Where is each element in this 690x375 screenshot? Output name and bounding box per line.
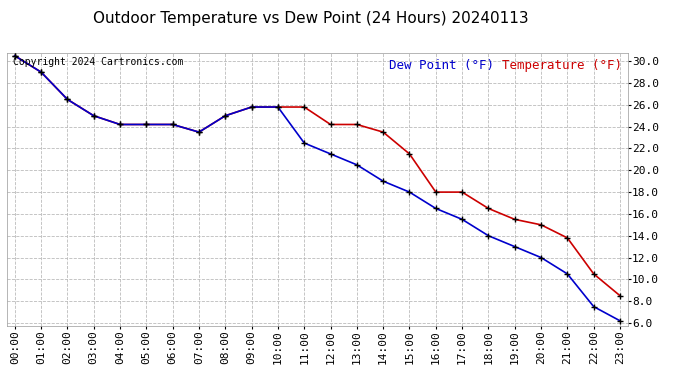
Dew Point (°F) (248, 105, 256, 109)
Temperature (°F) (458, 190, 466, 194)
Temperature (°F) (379, 130, 387, 134)
Temperature (°F) (563, 236, 571, 240)
Dew Point (°F) (10, 54, 19, 58)
Temperature (°F) (589, 272, 598, 276)
Dew Point (°F) (195, 130, 203, 134)
Dew Point (°F) (221, 114, 230, 118)
Temperature (°F) (300, 105, 308, 109)
Temperature (°F) (221, 114, 230, 118)
Dew Point (°F) (484, 234, 493, 238)
Legend: Dew Point (°F), Temperature (°F): Dew Point (°F), Temperature (°F) (386, 59, 622, 72)
Line: Temperature (°F): Temperature (°F) (11, 52, 624, 299)
Temperature (°F) (168, 122, 177, 127)
Temperature (°F) (116, 122, 124, 127)
Dew Point (°F) (511, 244, 519, 249)
Dew Point (°F) (274, 105, 282, 109)
Dew Point (°F) (589, 304, 598, 309)
Dew Point (°F) (142, 122, 150, 127)
Dew Point (°F) (168, 122, 177, 127)
Dew Point (°F) (300, 141, 308, 145)
Dew Point (°F) (563, 272, 571, 276)
Dew Point (°F) (63, 97, 72, 102)
Temperature (°F) (537, 223, 545, 227)
Dew Point (°F) (116, 122, 124, 127)
Temperature (°F) (37, 70, 46, 74)
Temperature (°F) (63, 97, 72, 102)
Text: Copyright 2024 Cartronics.com: Copyright 2024 Cartronics.com (13, 57, 184, 67)
Temperature (°F) (484, 206, 493, 211)
Line: Dew Point (°F): Dew Point (°F) (11, 52, 624, 324)
Dew Point (°F) (37, 70, 46, 74)
Dew Point (°F) (616, 318, 624, 323)
Temperature (°F) (405, 152, 413, 156)
Temperature (°F) (90, 114, 98, 118)
Temperature (°F) (432, 190, 440, 194)
Dew Point (°F) (326, 152, 335, 156)
Dew Point (°F) (379, 179, 387, 183)
Temperature (°F) (616, 294, 624, 298)
Dew Point (°F) (537, 255, 545, 260)
Temperature (°F) (142, 122, 150, 127)
Temperature (°F) (511, 217, 519, 222)
Dew Point (°F) (353, 163, 361, 167)
Temperature (°F) (353, 122, 361, 127)
Dew Point (°F) (405, 190, 413, 194)
Dew Point (°F) (90, 114, 98, 118)
Dew Point (°F) (432, 206, 440, 211)
Temperature (°F) (274, 105, 282, 109)
Temperature (°F) (10, 54, 19, 58)
Text: Outdoor Temperature vs Dew Point (24 Hours) 20240113: Outdoor Temperature vs Dew Point (24 Hou… (92, 11, 529, 26)
Dew Point (°F) (458, 217, 466, 222)
Temperature (°F) (195, 130, 203, 134)
Temperature (°F) (248, 105, 256, 109)
Temperature (°F) (326, 122, 335, 127)
